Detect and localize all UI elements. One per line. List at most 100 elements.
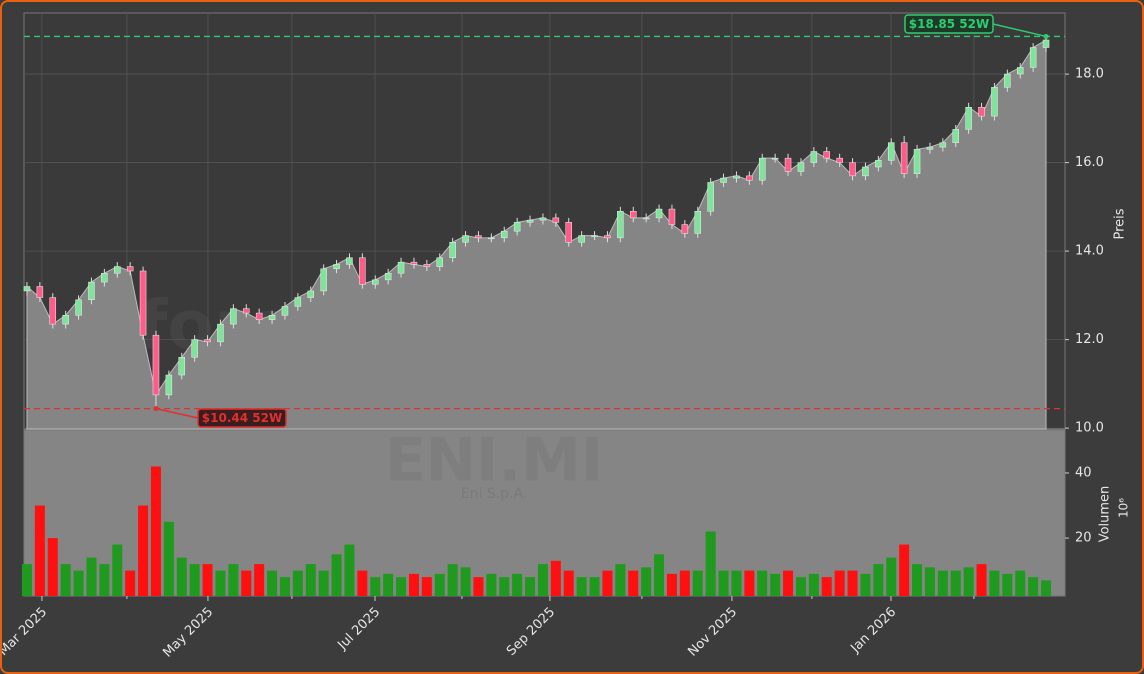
volume-bar xyxy=(550,560,561,596)
candle-body xyxy=(281,306,289,316)
volume-bar xyxy=(537,564,548,596)
volume-bar xyxy=(963,567,974,596)
candle-body xyxy=(604,235,611,239)
x-tick-label: Nov 2025 xyxy=(685,605,740,660)
candle-body xyxy=(1016,67,1024,75)
volume-bar xyxy=(834,570,845,596)
candle-body xyxy=(746,175,753,181)
candle-body xyxy=(384,272,392,281)
volume-bar xyxy=(679,570,690,596)
volume-bar xyxy=(460,567,471,596)
volume-bar xyxy=(60,564,71,596)
y-tick-label: 16.0 xyxy=(1075,155,1104,170)
volume-bar xyxy=(692,570,703,596)
volume-bar xyxy=(267,570,278,596)
candle-body xyxy=(114,266,121,274)
candle-body xyxy=(797,162,805,172)
volume-bar xyxy=(937,570,948,596)
candle-body xyxy=(681,224,689,234)
annotation-arrow xyxy=(155,407,199,419)
volume-bar xyxy=(370,577,381,596)
candle-body xyxy=(397,261,405,274)
candle-body xyxy=(758,157,766,181)
candle-body xyxy=(62,315,69,325)
candle-body xyxy=(707,182,714,212)
volume-bar xyxy=(744,570,755,596)
candle-body xyxy=(488,237,495,240)
volume-bar xyxy=(163,521,174,596)
volume-bar xyxy=(344,544,355,596)
volume-bar xyxy=(34,505,45,596)
watermark-symbol: ENI.MI xyxy=(385,426,603,496)
candle-body xyxy=(913,149,921,174)
volume-bar xyxy=(783,570,794,596)
volume-bar xyxy=(576,577,587,596)
volume-bar xyxy=(499,577,510,596)
y-tick-label: 40 xyxy=(1075,465,1092,480)
candle-body xyxy=(939,142,947,148)
y-axis-label: Preis xyxy=(1113,208,1128,239)
volume-bar xyxy=(215,570,226,596)
candle-body xyxy=(771,157,779,160)
candle-body xyxy=(694,211,701,234)
candle-body xyxy=(900,142,908,174)
volume-bar xyxy=(989,570,1000,596)
volume-bar xyxy=(615,564,626,596)
candle-body xyxy=(243,308,250,314)
volume-bar xyxy=(860,573,871,596)
candle-body xyxy=(410,261,418,265)
candle-body xyxy=(578,235,585,243)
volume-bar xyxy=(886,557,897,596)
candle-body xyxy=(513,222,521,232)
candle-body xyxy=(191,339,198,358)
volume-bar xyxy=(912,564,923,596)
volume-bar xyxy=(228,564,239,596)
volume-bar xyxy=(21,564,32,596)
candle-body xyxy=(49,297,57,325)
candle-body xyxy=(1042,39,1050,48)
candle-body xyxy=(952,129,959,143)
candle-body xyxy=(926,146,934,150)
volume-bar xyxy=(976,564,987,596)
y-tick-label: 14.0 xyxy=(1075,244,1104,259)
candle-body xyxy=(1004,73,1011,88)
candle-body xyxy=(978,107,985,117)
volume-bar xyxy=(112,544,123,596)
x-tick-label: May 2025 xyxy=(160,605,216,661)
volume-bar xyxy=(924,567,935,596)
candle-body xyxy=(552,217,560,223)
candle-body xyxy=(320,268,327,292)
candle-body xyxy=(139,270,147,336)
candle-body xyxy=(1029,47,1037,68)
volume-bar xyxy=(563,570,574,596)
volume-bar xyxy=(408,573,419,596)
volume-bar xyxy=(86,557,97,596)
candle-body xyxy=(204,339,211,343)
candle-body xyxy=(230,308,237,325)
candle-body xyxy=(423,264,431,267)
candle-body xyxy=(539,217,547,221)
volume-bar xyxy=(473,577,484,596)
volume-bar xyxy=(383,573,394,596)
volume-bar xyxy=(202,564,213,596)
candle-body xyxy=(88,281,95,301)
volume-bar xyxy=(357,570,368,596)
y-tick-label: 20 xyxy=(1075,531,1092,546)
volume-bar xyxy=(899,544,910,596)
candle-body xyxy=(591,235,598,237)
candle-body xyxy=(178,357,186,376)
candle-body xyxy=(36,286,44,298)
candle-body xyxy=(733,175,740,179)
candle-body xyxy=(823,151,830,159)
candle-body xyxy=(887,142,895,161)
volume-bar xyxy=(641,567,652,596)
volume-bar xyxy=(125,570,136,596)
candle-body xyxy=(810,151,818,163)
volume-bar xyxy=(589,577,600,596)
candle-body xyxy=(501,230,508,239)
annotation-arrow xyxy=(992,23,1047,38)
volume-bar xyxy=(666,573,677,596)
candle-body xyxy=(629,211,637,219)
volume-bar xyxy=(731,570,742,596)
